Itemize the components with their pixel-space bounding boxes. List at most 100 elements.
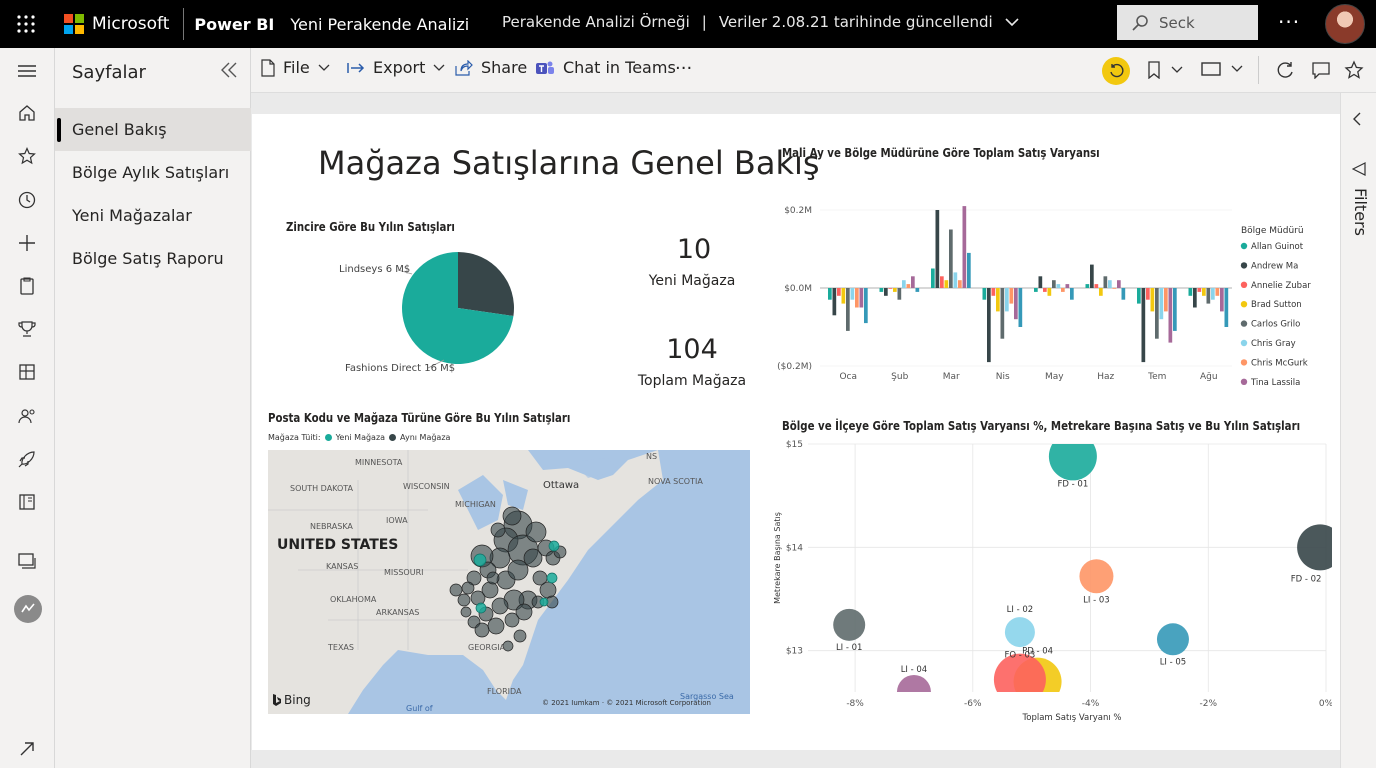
refresh-icon[interactable] (1275, 60, 1295, 84)
map-store-dot[interactable] (481, 581, 499, 599)
bar-Haz-carlos-grilo[interactable] (1103, 276, 1108, 288)
store-map[interactable]: MINNESOTA SOUTH DAKOTA WISCONSIN MICHIGA… (268, 450, 750, 714)
bar-Nis-annelie-zubar[interactable] (991, 288, 996, 296)
bar-Mar-allan-guinot[interactable] (931, 268, 935, 289)
scatter-point-fd-02[interactable] (1297, 524, 1332, 571)
bar-Tem-chris-mcgurk[interactable] (1164, 288, 1168, 312)
expand-icon[interactable] (16, 738, 38, 760)
app-launcher-icon[interactable] (0, 0, 52, 48)
search-input[interactable]: Seck (1117, 5, 1258, 40)
bar-legend-item[interactable]: Chris Gray (1251, 339, 1296, 349)
bar-May-tina-lassila[interactable] (1065, 284, 1070, 288)
bar-Ağu-chris-mcgurk[interactable] (1215, 288, 1220, 296)
page-item-genel-bakis[interactable]: Genel Bakış (55, 108, 251, 151)
page-item-yeni-magazalar[interactable]: Yeni Mağazalar (55, 194, 251, 237)
chat-in-teams-button[interactable]: Chat in Teams (535, 58, 676, 77)
map-store-dot[interactable] (460, 606, 472, 618)
bar-Nis-chris-gray[interactable] (1005, 288, 1009, 312)
bar-May-chris-gray[interactable] (1056, 284, 1061, 288)
scatter-point-li-04[interactable] (896, 675, 931, 709)
bar-legend-item[interactable]: Andrew Ma (1251, 261, 1298, 271)
bar-Tem-annelie-zubar[interactable] (1146, 288, 1150, 300)
bar-legend-item[interactable]: Annelie Zubar (1251, 281, 1311, 291)
bar-Şub-chris-mcgurk[interactable] (906, 284, 911, 288)
filters-pane[interactable]: Filters (1340, 93, 1376, 768)
bar-May-andrew-ma[interactable] (1038, 276, 1043, 288)
map-store-dot[interactable] (539, 581, 557, 599)
bar-Tem-brad-sutton[interactable] (1150, 288, 1155, 312)
bar-Oca-allan-guinot[interactable] (828, 288, 832, 300)
map-store-dot[interactable] (507, 559, 529, 581)
bar-Haz-chris-gray[interactable] (1108, 280, 1112, 288)
goals-icon[interactable] (16, 318, 38, 340)
view-menu[interactable] (1201, 62, 1243, 76)
bar-May-annelie-zubar[interactable] (1043, 288, 1047, 292)
bar-Mar-brad-sutton[interactable] (944, 280, 949, 288)
scatter-point-li-03[interactable] (1079, 559, 1114, 594)
bar-Nis-valery-ushakov[interactable] (1018, 288, 1023, 327)
bar-Şub-annelie-zubar[interactable] (888, 288, 893, 289)
map-store-dot[interactable] (474, 622, 490, 638)
bar-Haz-valery-ushakov[interactable] (1121, 288, 1126, 300)
avatar[interactable] (1325, 4, 1365, 44)
report-info-dropdown[interactable]: Perakende Analizi Örneği | Veriler 2.08.… (502, 13, 1019, 31)
bar-Haz-andrew-ma[interactable] (1090, 264, 1094, 288)
share-button[interactable]: Share (455, 58, 527, 77)
bar-Şub-carlos-grilo[interactable] (897, 288, 902, 300)
bar-May-carlos-grilo[interactable] (1052, 280, 1056, 288)
map-store-dot[interactable] (466, 570, 482, 586)
favorite-icon[interactable] (1344, 60, 1364, 84)
bar-Oca-chris-gray[interactable] (850, 288, 855, 300)
bar-legend-item[interactable]: Tina Lassila (1250, 378, 1300, 388)
page-item-bolge-aylik[interactable]: Bölge Aylık Satışları (55, 151, 251, 194)
map-store-dot[interactable] (515, 603, 533, 621)
bar-Oca-annelie-zubar[interactable] (837, 288, 841, 296)
bar-Oca-andrew-ma[interactable] (832, 288, 837, 316)
bar-legend-item[interactable]: Chris McGurk (1251, 358, 1308, 368)
map-store-dot[interactable] (449, 583, 463, 597)
map-store-dot[interactable] (461, 581, 475, 595)
bar-Tem-valery-ushakov[interactable] (1173, 288, 1177, 331)
scatter-point-unlabeled[interactable] (993, 653, 1046, 706)
bar-Haz-chris-mcgurk[interactable] (1112, 288, 1117, 289)
product-name[interactable]: Power BI (194, 14, 275, 34)
bar-Tem-carlos-grilo[interactable] (1155, 288, 1159, 339)
bar-Haz-allan-guinot[interactable] (1085, 284, 1090, 288)
bar-Haz-brad-sutton[interactable] (1099, 288, 1103, 296)
pie-slice-lindseys[interactable] (458, 252, 514, 316)
learn-icon[interactable] (16, 491, 38, 513)
export-menu-button[interactable]: Export (347, 58, 445, 77)
bar-Mar-tina-lassila[interactable] (962, 206, 967, 288)
map-new-store-dot[interactable] (475, 602, 487, 614)
favorites-icon[interactable] (16, 145, 38, 167)
bar-Ağu-carlos-grilo[interactable] (1206, 288, 1211, 304)
bar-Oca-tina-lassila[interactable] (859, 288, 864, 308)
apps-icon[interactable] (16, 361, 38, 383)
bar-May-chris-mcgurk[interactable] (1061, 288, 1065, 292)
create-icon[interactable] (16, 232, 38, 254)
bar-Nis-tina-lassila[interactable] (1014, 288, 1018, 320)
bar-May-valery-ushakov[interactable] (1070, 288, 1074, 300)
bar-Haz-tina-lassila[interactable] (1117, 280, 1121, 288)
bar-Mar-andrew-ma[interactable] (935, 210, 940, 288)
map-store-dot[interactable] (487, 617, 505, 635)
bar-Tem-allan-guinot[interactable] (1137, 288, 1141, 304)
bar-Nis-chris-mcgurk[interactable] (1009, 288, 1014, 304)
collapse-pane-icon[interactable] (219, 60, 239, 84)
bar-Tem-tina-lassila[interactable] (1168, 288, 1173, 343)
bar-legend-item[interactable]: Carlos Grilo (1251, 320, 1300, 330)
bar-Haz-annelie-zubar[interactable] (1094, 284, 1099, 288)
map-store-dot[interactable] (491, 597, 509, 615)
map-store-dot[interactable] (502, 640, 514, 652)
chevron-left-icon[interactable] (1352, 111, 1362, 130)
scatter-point-li-05[interactable] (1156, 623, 1189, 656)
pie-chart[interactable] (332, 246, 532, 376)
map-store-dot[interactable] (513, 629, 527, 643)
bar-legend-item[interactable]: Brad Sutton (1251, 300, 1302, 310)
bar-Şub-chris-gray[interactable] (902, 280, 906, 288)
reset-icon[interactable] (1102, 57, 1130, 85)
bar-Ağu-brad-sutton[interactable] (1202, 288, 1206, 296)
more-options-button[interactable]: ··· (675, 58, 693, 79)
menu-icon[interactable] (16, 60, 38, 82)
bookmark-menu[interactable] (1147, 61, 1183, 79)
